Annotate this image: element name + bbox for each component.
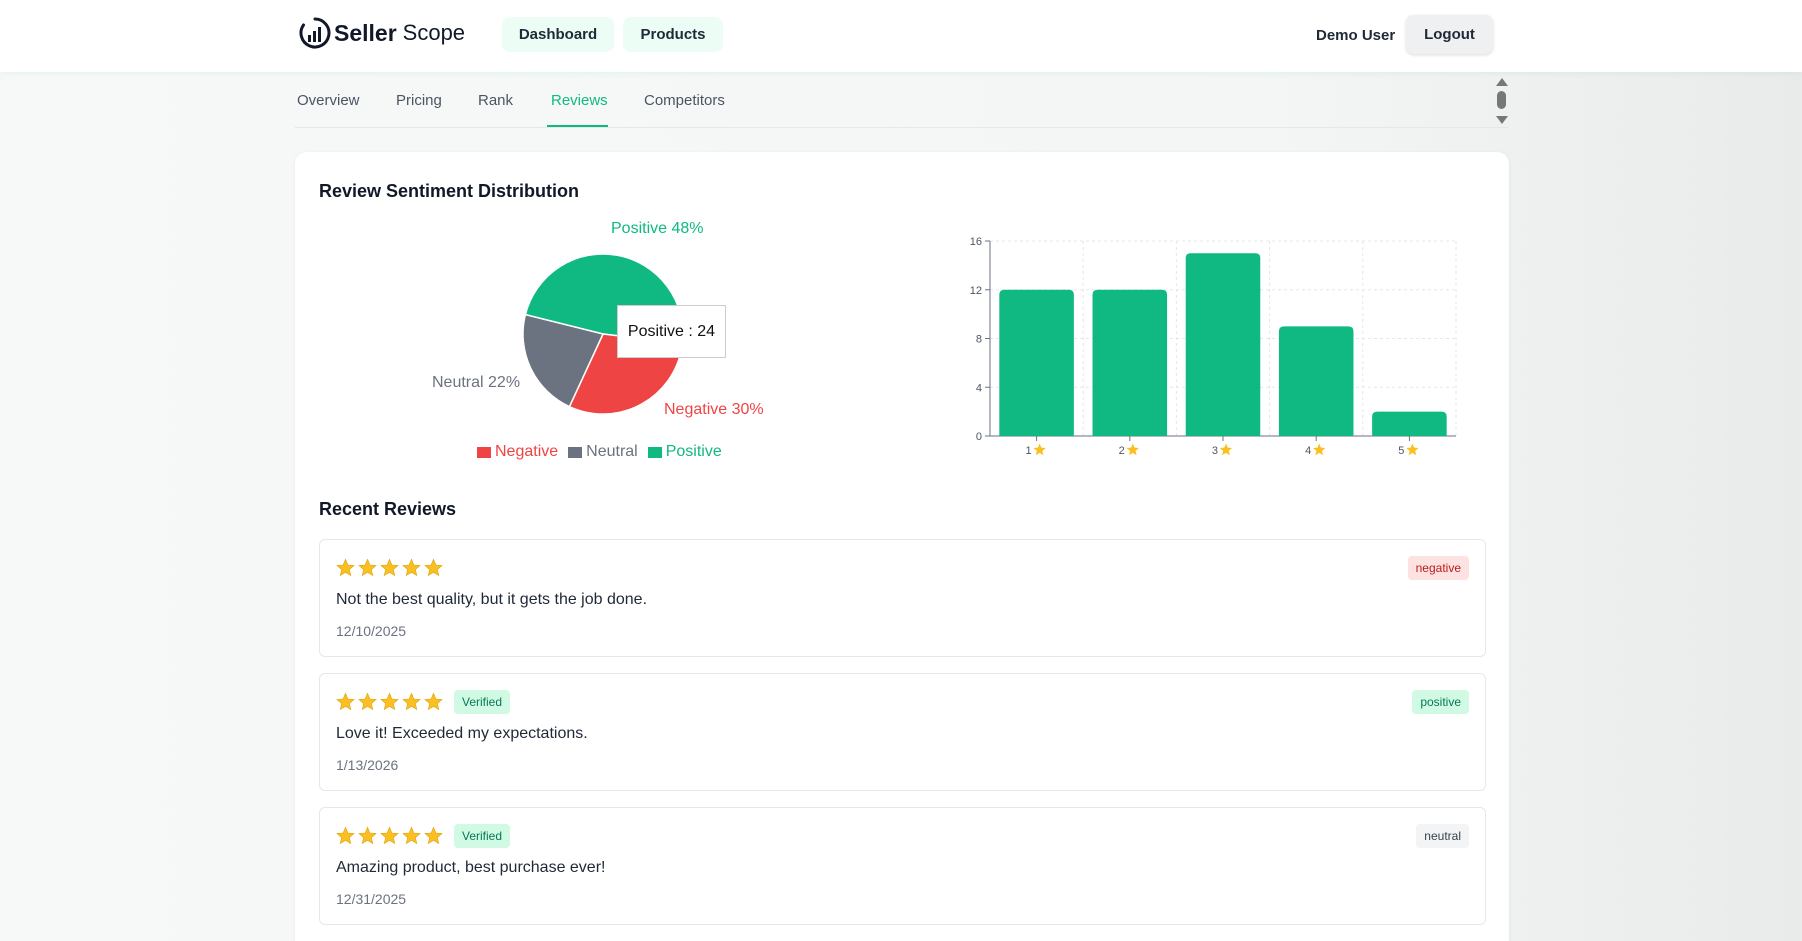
star-icon: [1126, 443, 1139, 456]
star-icon: [424, 558, 443, 577]
y-tick-label: 4: [976, 382, 982, 394]
star-icon: [1219, 443, 1233, 456]
star-icon: [336, 826, 355, 845]
review-rating-stars: [336, 826, 446, 845]
legend-item-positive[interactable]: Positive: [647, 443, 722, 461]
star-icon: [424, 826, 443, 845]
x-tick-label: 1: [1025, 445, 1031, 457]
review-date: 1/13/2026: [336, 757, 399, 773]
x-tick-label: 2: [1119, 445, 1125, 457]
star-icon: [380, 692, 399, 711]
star-icon: [1406, 443, 1419, 456]
review-text: Not the best quality, but it gets the jo…: [336, 591, 648, 608]
pie-tooltip: Positive : 24: [617, 305, 726, 358]
legend-item-negative[interactable]: Negative: [477, 443, 558, 461]
y-tick-label: 16: [970, 236, 982, 248]
scroll-down-arrow-icon[interactable]: [1496, 116, 1508, 124]
y-tick-label: 8: [976, 334, 982, 346]
logout-button[interactable]: Logout: [1406, 15, 1493, 54]
tab-competitors[interactable]: Competitors: [644, 92, 725, 109]
bar-rating-4[interactable]: [1278, 326, 1354, 436]
scroll-thumb[interactable]: [1497, 91, 1506, 109]
star-icon: [402, 558, 421, 577]
star-icon: [402, 692, 421, 711]
y-tick-label: 12: [970, 285, 982, 297]
x-tick-label: 4: [1305, 445, 1311, 457]
star-icon: [358, 692, 377, 711]
bar-rating-2[interactable]: [1092, 289, 1168, 436]
nav-dashboard-button[interactable]: Dashboard: [502, 17, 614, 52]
review-card: Verified Love it! Exceeded my expectation…: [319, 673, 1486, 791]
logo-light-text: Scope: [402, 20, 466, 45]
review-date: 12/10/2025: [336, 623, 407, 639]
review-card: Verified Amazing product, best purchase e…: [319, 807, 1486, 925]
tab-overview[interactable]: Overview: [297, 92, 360, 109]
legend-swatch-negative: [477, 446, 491, 458]
star-icon: [358, 558, 377, 577]
logo-chart-icon: [299, 17, 331, 49]
recent-reviews-title: Recent Reviews: [319, 499, 457, 519]
star-icon: [336, 558, 355, 577]
review-text: Love it! Exceeded my expectations.: [336, 725, 588, 742]
star-icon: [424, 692, 443, 711]
pie-legend: Negative Neutral Positive: [477, 443, 732, 461]
star-icon: [336, 692, 355, 711]
tab-reviews[interactable]: Reviews: [551, 92, 608, 109]
star-icon: [358, 826, 377, 845]
bar-rating-1[interactable]: [999, 289, 1074, 436]
sentiment-title: Review Sentiment Distribution: [319, 181, 580, 201]
star-icon: [1313, 443, 1326, 456]
x-tick-label: 5: [1398, 445, 1404, 457]
legend-label-negative: Negative: [495, 443, 559, 460]
legend-item-neutral[interactable]: Neutral: [568, 443, 638, 461]
verified-badge: Verified: [454, 824, 511, 848]
review-rating-stars: [336, 692, 446, 711]
pie-label-neutral: Neutral 22%: [432, 374, 521, 391]
review-card: Not the best quality, but it gets the jo…: [319, 539, 1486, 657]
verified-badge: Verified: [454, 690, 511, 714]
legend-label-neutral: Neutral: [586, 443, 638, 460]
user-name: Demo User: [1316, 27, 1396, 44]
bar-rating-5[interactable]: [1372, 411, 1447, 436]
star-icon: [380, 558, 399, 577]
star-icon: [380, 826, 399, 845]
pie-label-positive: Positive 48%: [611, 220, 704, 237]
tab-rank[interactable]: Rank: [478, 92, 514, 109]
star-icon: [402, 826, 421, 845]
pie-label-negative: Negative 30%: [664, 401, 764, 418]
sentiment-badge: neutral: [1416, 824, 1469, 848]
y-tick-label: 0: [976, 431, 982, 443]
scroll-up-arrow-icon[interactable]: [1496, 78, 1508, 86]
tab-pricing[interactable]: Pricing: [396, 92, 442, 109]
sentiment-badge: positive: [1412, 690, 1469, 714]
legend-swatch-neutral: [568, 446, 583, 458]
active-tab-indicator: [547, 125, 608, 127]
logo-bold-text: Seller: [334, 19, 397, 46]
bar-rating-3[interactable]: [1185, 253, 1261, 436]
nav-products-button[interactable]: Products: [623, 17, 723, 52]
review-rating-stars: [336, 558, 446, 577]
top-header: Seller Scope Dashboard Products Demo Use…: [0, 0, 1802, 72]
product-tabs: Overview Pricing Rank Reviews Competitor…: [295, 79, 1509, 128]
legend-label-positive: Positive: [665, 443, 722, 460]
app-logo[interactable]: Seller Scope: [298, 16, 465, 50]
sentiment-badge: negative: [1407, 556, 1469, 580]
tabs-scrollbar[interactable]: [1493, 78, 1510, 126]
review-date: 12/31/2025: [336, 891, 407, 907]
review-text: Amazing product, best purchase ever!: [336, 859, 606, 876]
legend-swatch-positive: [647, 446, 662, 458]
x-tick-label: 3: [1212, 445, 1218, 457]
star-icon: [1033, 443, 1046, 456]
